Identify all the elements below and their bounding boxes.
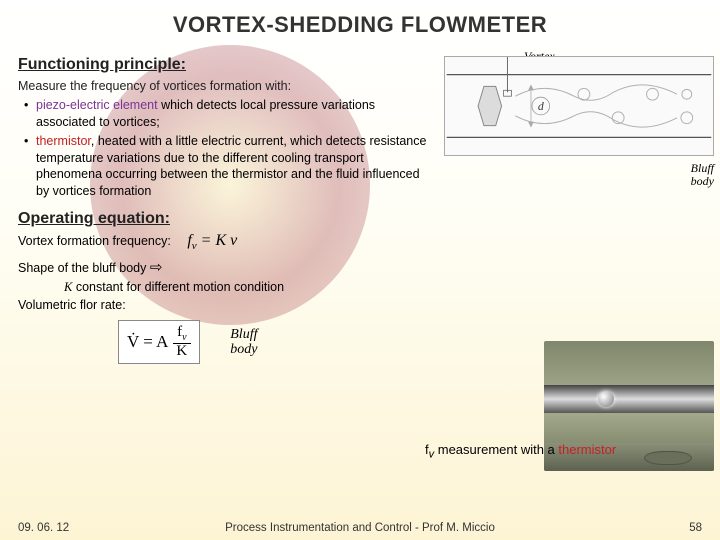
boxed-equation-row: V̇ = A fv K Bluffbody: [118, 320, 428, 364]
thermistor-rest: , heated with a little electric current,…: [36, 134, 426, 199]
arrow-icon: ⇨: [150, 260, 163, 276]
bluff-body-label-diagram: Bluffbody: [691, 162, 714, 187]
thermistor-keyword: thermistor: [36, 134, 91, 148]
diagram-svg: d: [445, 57, 713, 155]
bluff-body-label-left: Bluffbody: [230, 327, 257, 358]
bullet-thermistor: thermistor, heated with a little electri…: [24, 133, 428, 201]
functioning-heading: Functioning principle:: [18, 56, 428, 74]
right-column: Vortexsensor d: [438, 56, 702, 364]
cap-therm: thermistor: [558, 442, 616, 457]
cap-mid: measurement with a: [434, 442, 558, 457]
fraction: fv K: [172, 325, 191, 359]
freq-equation: fv = K v: [187, 232, 237, 249]
footer: 09. 06. 12 Process Instrumentation and C…: [18, 522, 702, 534]
operating-heading: Operating equation:: [18, 210, 428, 228]
svg-text:d: d: [538, 100, 544, 113]
footer-center: Process Instrumentation and Control - Pr…: [18, 522, 702, 534]
thermistor-bead: [598, 391, 614, 407]
page-title: VORTEX-SHEDDING FLOWMETER: [18, 12, 702, 38]
op-line3: Volumetric flor rate:: [18, 297, 428, 315]
operating-notes: Shape of the bluff body ⇨ K K constant f…: [18, 258, 428, 314]
functioning-bullets: piezo-electric element which detects loc…: [18, 97, 428, 200]
slide-page: VORTEX-SHEDDING FLOWMETER Functioning pr…: [0, 0, 720, 540]
thermistor-plate: [644, 451, 692, 465]
volumetric-equation: V̇ = A fv K: [118, 320, 200, 364]
functioning-intro: Measure the frequency of vortices format…: [18, 78, 428, 95]
piezo-keyword: piezo-electric element: [36, 98, 158, 112]
left-column: Functioning principle: Measure the frequ…: [18, 56, 428, 364]
content-columns: Functioning principle: Measure the frequ…: [18, 56, 702, 364]
vortex-freq-line: Vortex formation frequency: fv = K v: [18, 232, 428, 252]
op-line1-pre: Shape of the bluff body: [18, 261, 150, 275]
vortex-diagram: d: [444, 56, 714, 156]
op-line2: K K constant for different motion condit…: [64, 279, 428, 297]
bullet-piezo: piezo-electric element which detects loc…: [24, 97, 428, 131]
freq-label: Vortex formation frequency:: [18, 234, 171, 248]
thermistor-caption: fv measurement with a thermistor: [425, 442, 616, 461]
op-line1: Shape of the bluff body ⇨: [18, 258, 428, 279]
thermistor-pipe: [544, 385, 714, 413]
